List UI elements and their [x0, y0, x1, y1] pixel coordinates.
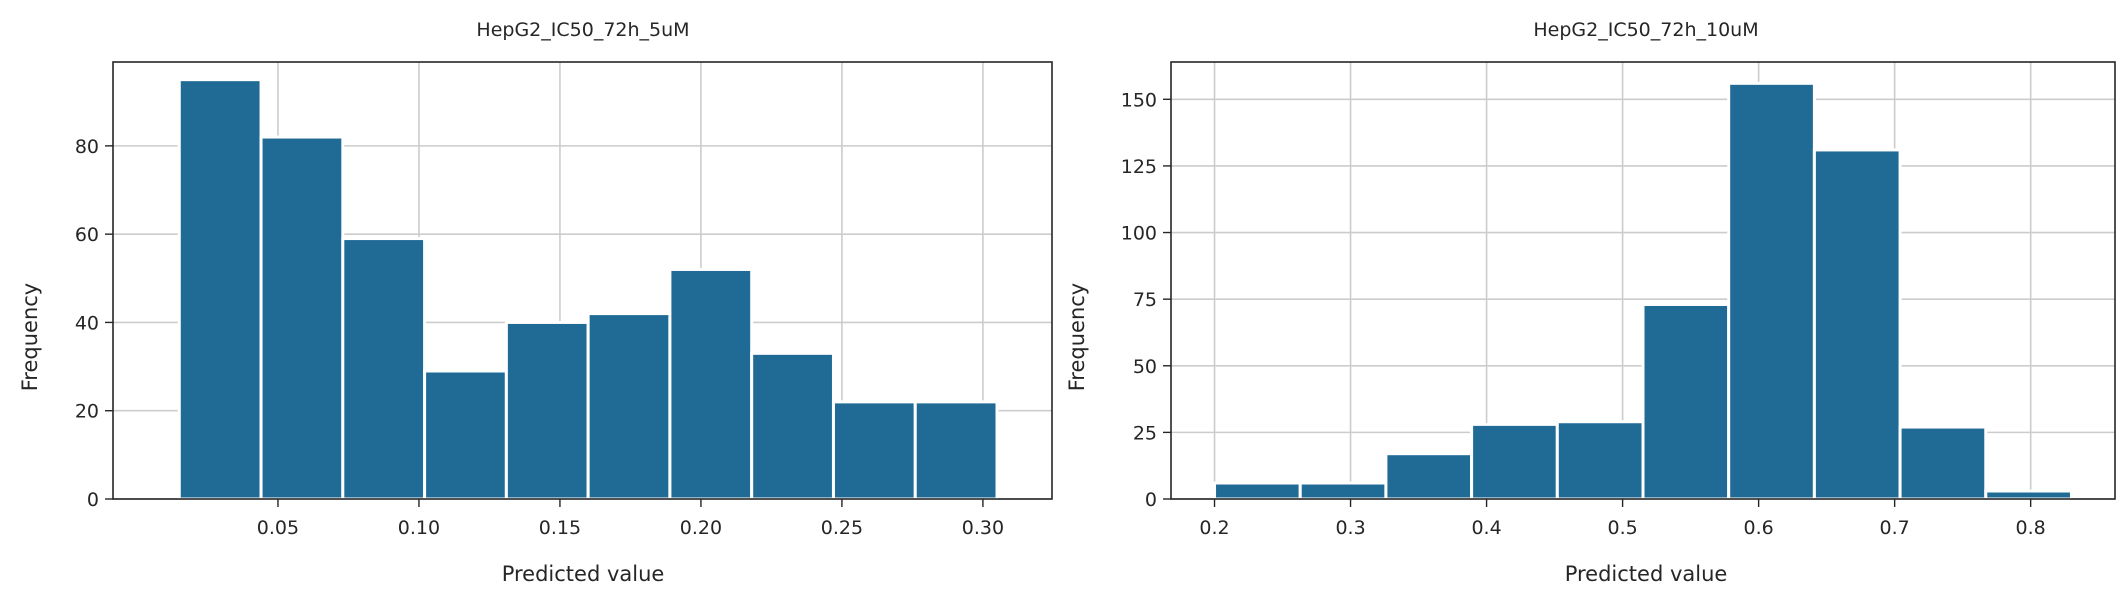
x-tick-label: 0.8: [2016, 517, 2046, 539]
histogram-bar: [668, 267, 754, 501]
y-tick-label: 75: [1133, 289, 1157, 311]
histogram-bar: [1727, 81, 1816, 501]
histogram-bar: [831, 400, 917, 501]
histogram-bar: [1470, 422, 1559, 501]
histogram-bar: [1213, 481, 1302, 501]
histogram-bar: [504, 320, 590, 501]
chart-panel-ic50-10um: HepG2_IC50_72h_10uM Predicted value Freq…: [1065, 19, 2116, 586]
y-tick-label: 100: [1121, 223, 1157, 245]
x-tick-label: 0.25: [821, 517, 863, 539]
x-tick-label: 0.3: [1335, 517, 1365, 539]
y-tick-label: 80: [75, 136, 99, 158]
x-tick-label: 0.15: [539, 517, 581, 539]
histogram-bar: [750, 351, 835, 501]
histogram-bar: [1898, 425, 1988, 501]
histogram-bar: [177, 78, 263, 501]
bars: [1213, 81, 2073, 501]
y-tick-label: 40: [75, 312, 99, 334]
histogram-bar: [586, 312, 672, 501]
axes-frame: [112, 61, 1053, 500]
y-tick-label: 150: [1121, 89, 1157, 111]
axes-frame: [1170, 61, 2116, 500]
histogram-bar: [341, 237, 427, 501]
x-axis-label: Predicted value: [502, 562, 665, 586]
histogram-bar: [913, 400, 999, 501]
bars: [177, 78, 999, 501]
x-tick-label: 0.30: [962, 517, 1004, 539]
y-tick-label: 60: [75, 224, 99, 246]
x-tick-label: 0.2: [1199, 517, 1229, 539]
y-tick-label: 50: [1133, 356, 1157, 378]
histogram-bar: [1384, 452, 1474, 501]
x-tick-label: 0.7: [1880, 517, 1910, 539]
y-axis-label: Frequency: [1065, 283, 1089, 392]
chart-title: HepG2_IC50_72h_5uM: [476, 19, 689, 41]
x-tick-label: 0.6: [1744, 517, 1774, 539]
x-axis-label: Predicted value: [1565, 562, 1728, 586]
histogram-bar: [1641, 302, 1731, 501]
histogram-bar: [423, 369, 508, 501]
x-tick-label: 0.10: [398, 517, 440, 539]
x-tick-label: 0.5: [1607, 517, 1637, 539]
y-tick-label: 0: [87, 489, 99, 511]
x-tick-label: 0.4: [1471, 517, 1501, 539]
y-tick-label: 25: [1133, 422, 1157, 444]
x-tick-label: 0.20: [680, 517, 722, 539]
y-tick-label: 125: [1121, 156, 1157, 178]
histogram-bar: [259, 135, 345, 501]
histogram-bar: [1984, 489, 2073, 501]
y-axis-label: Frequency: [18, 283, 42, 392]
histogram-bar: [1555, 420, 1645, 501]
histogram-bar: [1812, 148, 1902, 501]
chart-title: HepG2_IC50_72h_10uM: [1533, 19, 1758, 41]
y-tick-label: 20: [75, 401, 99, 423]
y-tick-label: 0: [1145, 489, 1157, 511]
chart-panel-ic50-5um: HepG2_IC50_72h_5uM Predicted value Frequ…: [18, 19, 1053, 586]
x-tick-label: 0.05: [257, 517, 299, 539]
histogram-bar: [1298, 481, 1388, 501]
